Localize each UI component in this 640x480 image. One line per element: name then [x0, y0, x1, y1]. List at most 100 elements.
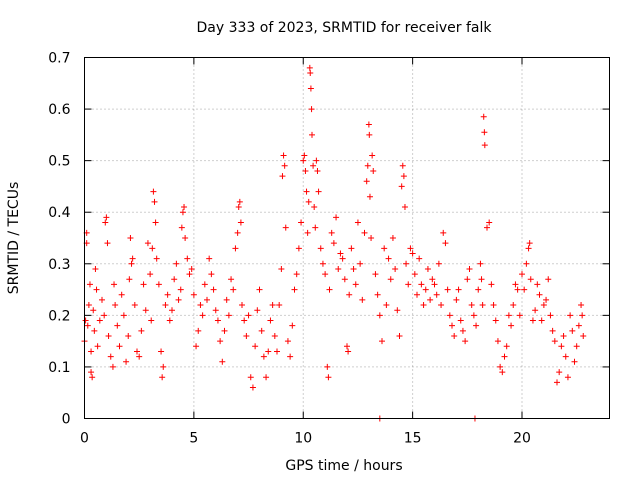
axis-ticks: 0 0.1 0.2 0.3 0.4 0.5 0.6 0.7 0 5 10 15 20	[48, 51, 610, 447]
plot-frame	[84, 57, 610, 419]
data-point	[348, 245, 355, 252]
data-point	[545, 276, 552, 283]
data-point	[543, 296, 550, 303]
data-point	[399, 162, 406, 169]
chart-title: Day 333 of 2023, SRMTID for receiver fal…	[197, 20, 493, 36]
data-point	[225, 312, 232, 319]
x-tick-label: 20	[513, 431, 531, 447]
data-point	[341, 276, 348, 283]
data-point	[389, 235, 396, 241]
data-point	[88, 369, 95, 376]
data-point	[304, 229, 311, 236]
data-point	[492, 317, 499, 324]
data-point	[554, 379, 560, 386]
data-point	[455, 286, 462, 293]
data-point	[440, 229, 447, 236]
data-point	[247, 374, 254, 381]
data-point	[328, 229, 335, 236]
data-point	[369, 152, 376, 159]
data-point	[159, 374, 166, 381]
data-point	[470, 312, 477, 319]
data-point	[85, 302, 92, 309]
data-point	[309, 131, 315, 138]
data-point	[345, 348, 352, 355]
data-point	[166, 317, 173, 324]
data-point	[444, 286, 451, 293]
data-point	[481, 142, 488, 149]
data-point	[116, 343, 123, 350]
data-point	[123, 358, 130, 365]
data-point	[580, 332, 587, 339]
data-point	[236, 198, 243, 205]
data-point	[505, 312, 512, 319]
data-point	[519, 271, 525, 278]
data-point	[274, 348, 280, 355]
data-point	[494, 338, 501, 345]
data-point	[150, 188, 157, 195]
data-point	[350, 265, 357, 272]
data-point	[96, 317, 103, 324]
data-point	[314, 167, 321, 174]
data-point	[346, 291, 353, 298]
data-point	[265, 348, 272, 355]
data-point	[451, 332, 458, 339]
data-point	[459, 327, 466, 334]
data-point	[212, 307, 219, 314]
data-point	[407, 245, 414, 252]
data-point	[197, 302, 204, 309]
data-point	[177, 286, 184, 293]
data-point	[287, 353, 294, 360]
data-point	[134, 348, 140, 355]
data-point	[547, 312, 554, 319]
data-point	[94, 343, 101, 350]
x-tick-label: 15	[404, 431, 422, 447]
data-point	[405, 281, 412, 288]
data-point	[532, 307, 539, 314]
data-point	[91, 327, 98, 334]
data-point	[431, 281, 438, 288]
data-point	[525, 245, 532, 252]
data-point	[195, 327, 202, 334]
data-point	[335, 265, 342, 272]
data-point	[312, 224, 319, 231]
data-point	[293, 271, 300, 278]
data-point	[147, 271, 154, 278]
data-point	[527, 276, 534, 283]
data-point	[160, 363, 167, 370]
data-point	[221, 327, 228, 334]
data-point	[372, 271, 379, 278]
data-point	[424, 265, 431, 272]
data-point	[516, 312, 523, 319]
data-point	[324, 363, 331, 370]
data-point	[396, 332, 403, 339]
data-point	[282, 224, 289, 231]
data-point	[551, 338, 558, 345]
data-point	[84, 322, 91, 329]
data-point	[398, 183, 405, 190]
data-point	[529, 317, 536, 324]
data-point	[442, 240, 449, 247]
y-tick-label: 0.7	[48, 51, 70, 67]
data-point	[411, 271, 418, 278]
data-points	[81, 64, 587, 422]
data-point	[319, 260, 326, 267]
data-point	[210, 286, 217, 293]
data-point	[235, 204, 242, 211]
data-point	[142, 307, 149, 314]
data-point	[578, 302, 585, 309]
data-point	[462, 338, 469, 345]
data-point	[300, 157, 307, 164]
data-point	[418, 281, 425, 288]
data-point	[534, 281, 541, 288]
data-point	[357, 260, 364, 267]
data-point	[298, 219, 305, 226]
data-point	[435, 260, 442, 267]
data-point	[453, 296, 460, 303]
data-point	[301, 152, 308, 159]
data-point	[352, 281, 359, 288]
data-point	[267, 317, 274, 324]
data-point	[109, 363, 116, 370]
data-point	[526, 240, 533, 247]
data-point	[401, 204, 408, 211]
